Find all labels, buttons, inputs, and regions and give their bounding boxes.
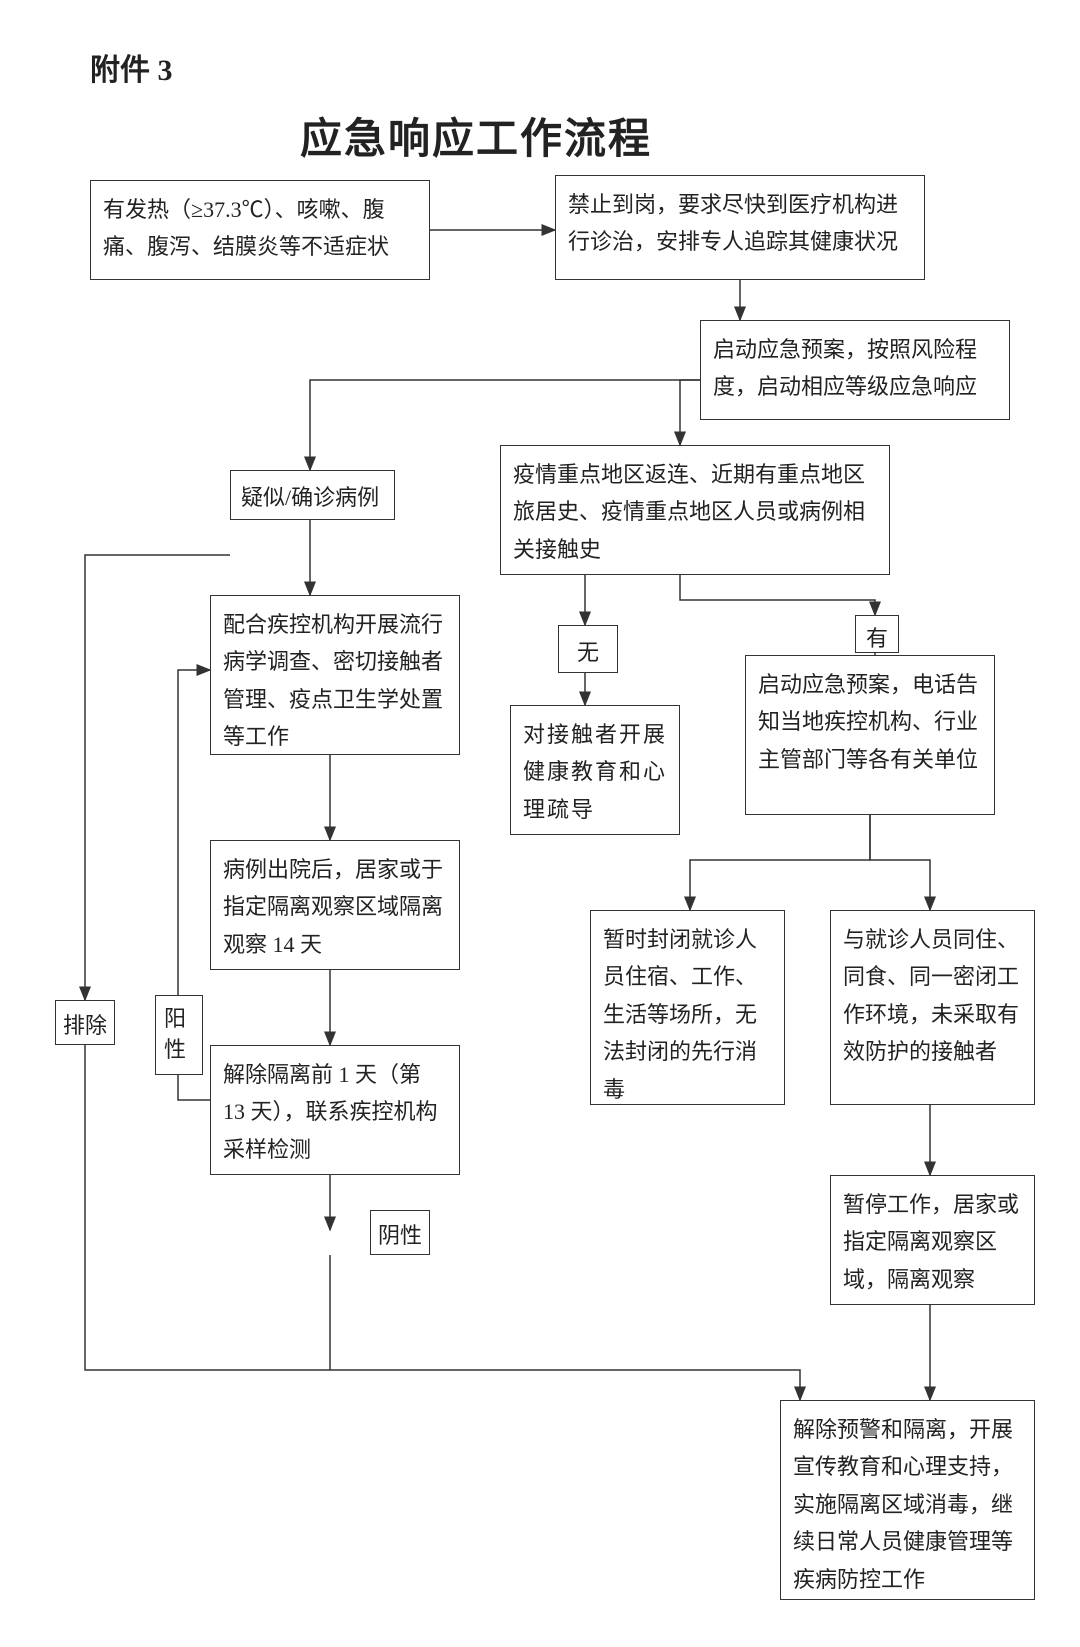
node-start-plan: 启动应急预案，按照风险程度，启动相应等级应急响应 [700, 320, 1010, 420]
label-none: 无 [558, 625, 618, 673]
node-close-contact: 与就诊人员同住、同食、同一密闭工作环境，未采取有效防护的接触者 [830, 910, 1035, 1105]
node-suspend-work: 暂停工作，居家或指定隔离观察区域，隔离观察 [830, 1175, 1035, 1305]
node-close-place: 暂时封闭就诊人员住宿、工作、生活等场所，无法封闭的先行消毒 [590, 910, 785, 1105]
node-key-area-history: 疫情重点地区返连、近期有重点地区旅居史、疫情重点地区人员或病例相关接触史 [500, 445, 890, 575]
flowchart-canvas: 附件 3 应急响应工作流程 有发热（≥37.3℃）、咳嗽、腹痛、腹泻、结膜炎等不… [0, 0, 1080, 1647]
node-ban-work: 禁止到岗，要求尽快到医疗机构进行诊治，安排专人追踪其健康状况 [555, 175, 925, 280]
node-release-alert: 解除预警和隔离，开展宣传教育和心理支持，实施隔离区域消毒，继续日常人员健康管理等… [780, 1400, 1035, 1600]
node-sampling-test: 解除隔离前 1 天（第 13 天），联系疾控机构采样检测 [210, 1045, 460, 1175]
node-notify-cdc: 启动应急预案，电话告知当地疾控机构、行业主管部门等各有关单位 [745, 655, 995, 815]
label-negative: 阴性 [370, 1210, 430, 1255]
attachment-label: 附件 3 [90, 45, 173, 89]
node-symptoms: 有发热（≥37.3℃）、咳嗽、腹痛、腹泻、结膜炎等不适症状 [90, 180, 430, 280]
page-title: 应急响应工作流程 [300, 105, 652, 166]
node-epidemiological-investigation: 配合疾控机构开展流行病学调查、密切接触者管理、疫点卫生学处置等工作 [210, 595, 460, 755]
label-positive: 阳性 [155, 995, 203, 1075]
label-has: 有 [855, 615, 899, 653]
label-exclude: 排除 [55, 1000, 115, 1045]
node-suspected-case: 疑似/确诊病例 [230, 470, 395, 520]
node-contact-education: 对接触者开展健康教育和心理疏导 [510, 705, 680, 835]
node-discharge-isolation: 病例出院后，居家或于指定隔离观察区域隔离观察 14 天 [210, 840, 460, 970]
